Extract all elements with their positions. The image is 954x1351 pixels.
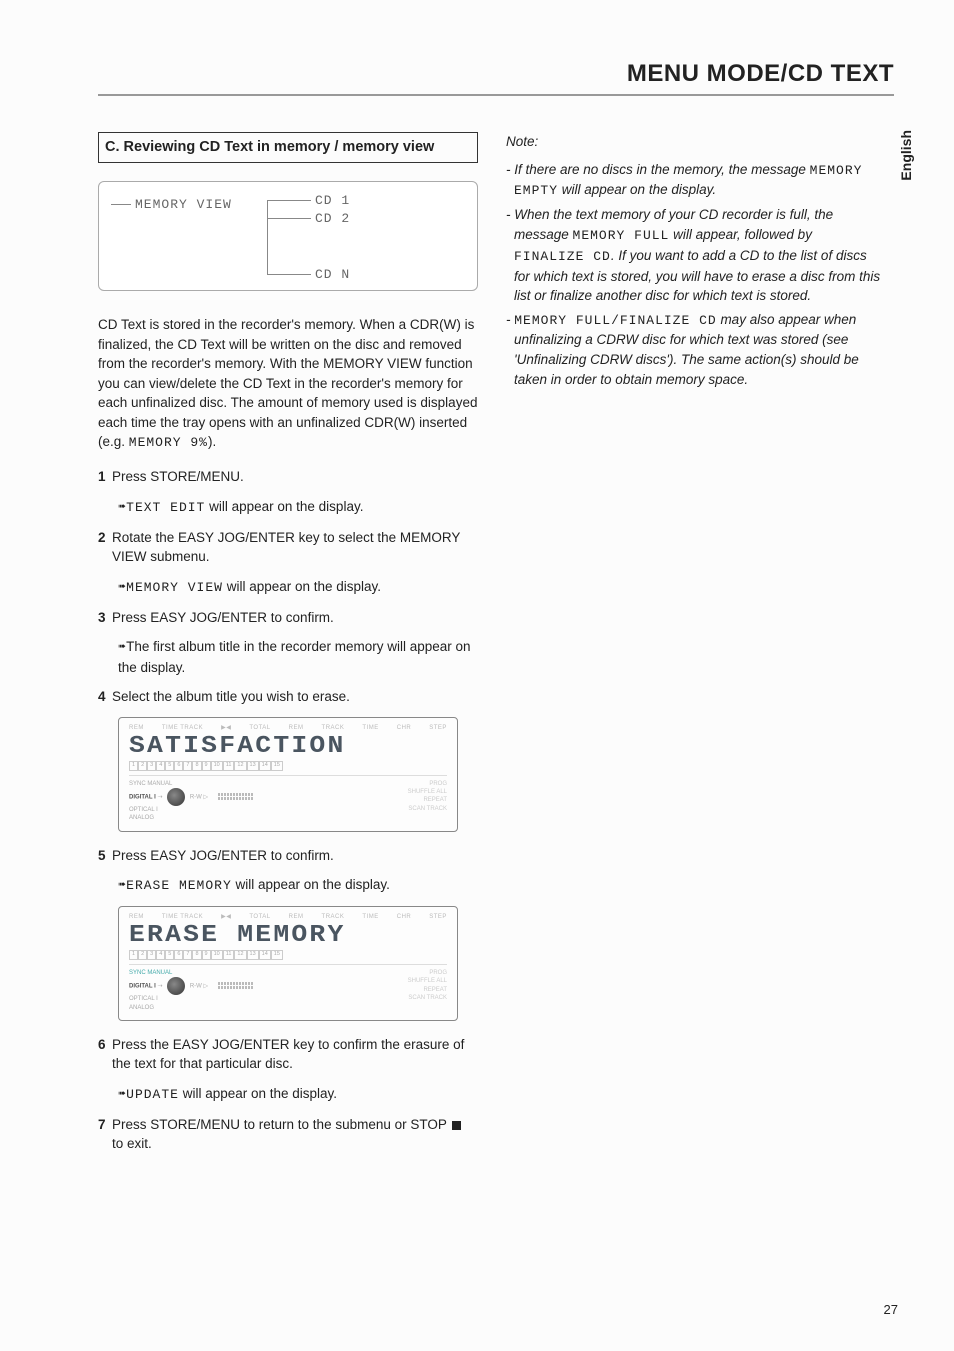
jog-icon [167,788,185,806]
section-c-heading: C. Reviewing CD Text in memory / memory … [98,132,478,163]
step-2-result: ➠ MEMORY VIEW will appear on the display… [118,577,478,598]
lcd-right-labels-2: PROG SHUFFLE ALL REPEAT SCAN TRACK [408,969,447,1003]
step-6-result: ➠ UPDATE will appear on the display. [118,1084,478,1105]
lcd-track-numbers: 123456789101112131415 [129,761,447,771]
step-6: 6 Press the EASY JOG/ENTER key to confir… [98,1035,478,1074]
step-3-result: ➠ The first album title in the recorder … [118,637,478,677]
step-4: 4 Select the album title you wish to era… [98,687,478,707]
stop-icon [452,1121,461,1130]
step-1: 1 Press STORE/MENU. [98,467,478,487]
diagram-cd2: CD 2 [315,210,350,229]
step-5-result: ➠ ERASE MEMORY will appear on the displa… [118,875,478,896]
lcd-top-labels-2: REMTIME TRACK▶◀TOTALREMTRACKTIMECHRSTEP [129,913,447,922]
step-1-result: ➠ TEXT EDIT will appear on the display. [118,497,478,518]
diagram-cdn: CD N [315,266,350,285]
step-3: 3 Press EASY JOG/ENTER to confirm. [98,608,478,628]
diagram-title: MEMORY VIEW [135,196,232,215]
lcd-left-labels-2: SYNC MANUAL DIGITAL I ⇢ R-W ▷ OPTICAL I … [129,969,253,1012]
step-2: 2 Rotate the EASY JOG/ENTER key to selec… [98,528,478,567]
note-1: - If there are no discs in the memory, t… [506,160,886,202]
lcd-right-labels: PROG SHUFFLE ALL REPEAT SCAN TRACK [408,780,447,814]
lcd-main-text: SATISFACTION [129,735,479,759]
lcd-track-numbers-2: 123456789101112131415 [129,950,447,960]
language-tab: English [898,130,914,181]
note-3: - MEMORY FULL/FINALIZE CD may also appea… [506,310,886,390]
step-7: 7 Press STORE/MENU to return to the subm… [98,1115,478,1154]
memory-view-diagram: MEMORY VIEW CD 1 CD 2 CD N [98,181,478,291]
note-2: - When the text memory of your CD record… [506,205,886,305]
lcd-left-labels: SYNC MANUAL DIGITAL I ⇢ R-W ▷ OPTICAL I … [129,780,253,823]
note-heading: Note: [506,132,886,152]
step-5: 5 Press EASY JOG/ENTER to confirm. [98,846,478,866]
lcd-top-labels: REMTIME TRACK▶◀TOTALREMTRACKTIMECHRSTEP [129,724,447,733]
lcd-panel-satisfaction: REMTIME TRACK▶◀TOTALREMTRACKTIMECHRSTEP … [118,717,458,832]
jog-icon [167,977,185,995]
page-header-title: MENU MODE/CD TEXT [98,60,894,88]
lcd-panel-erase: REMTIME TRACK▶◀TOTALREMTRACKTIMECHRSTEP … [118,906,458,1021]
intro-paragraph: CD Text is stored in the recorder's memo… [98,315,478,453]
header-rule [98,94,894,96]
lcd-main-text-2: ERASE MEMORY [129,924,479,948]
diagram-cd1: CD 1 [315,192,350,211]
page-number: 27 [884,1302,898,1317]
